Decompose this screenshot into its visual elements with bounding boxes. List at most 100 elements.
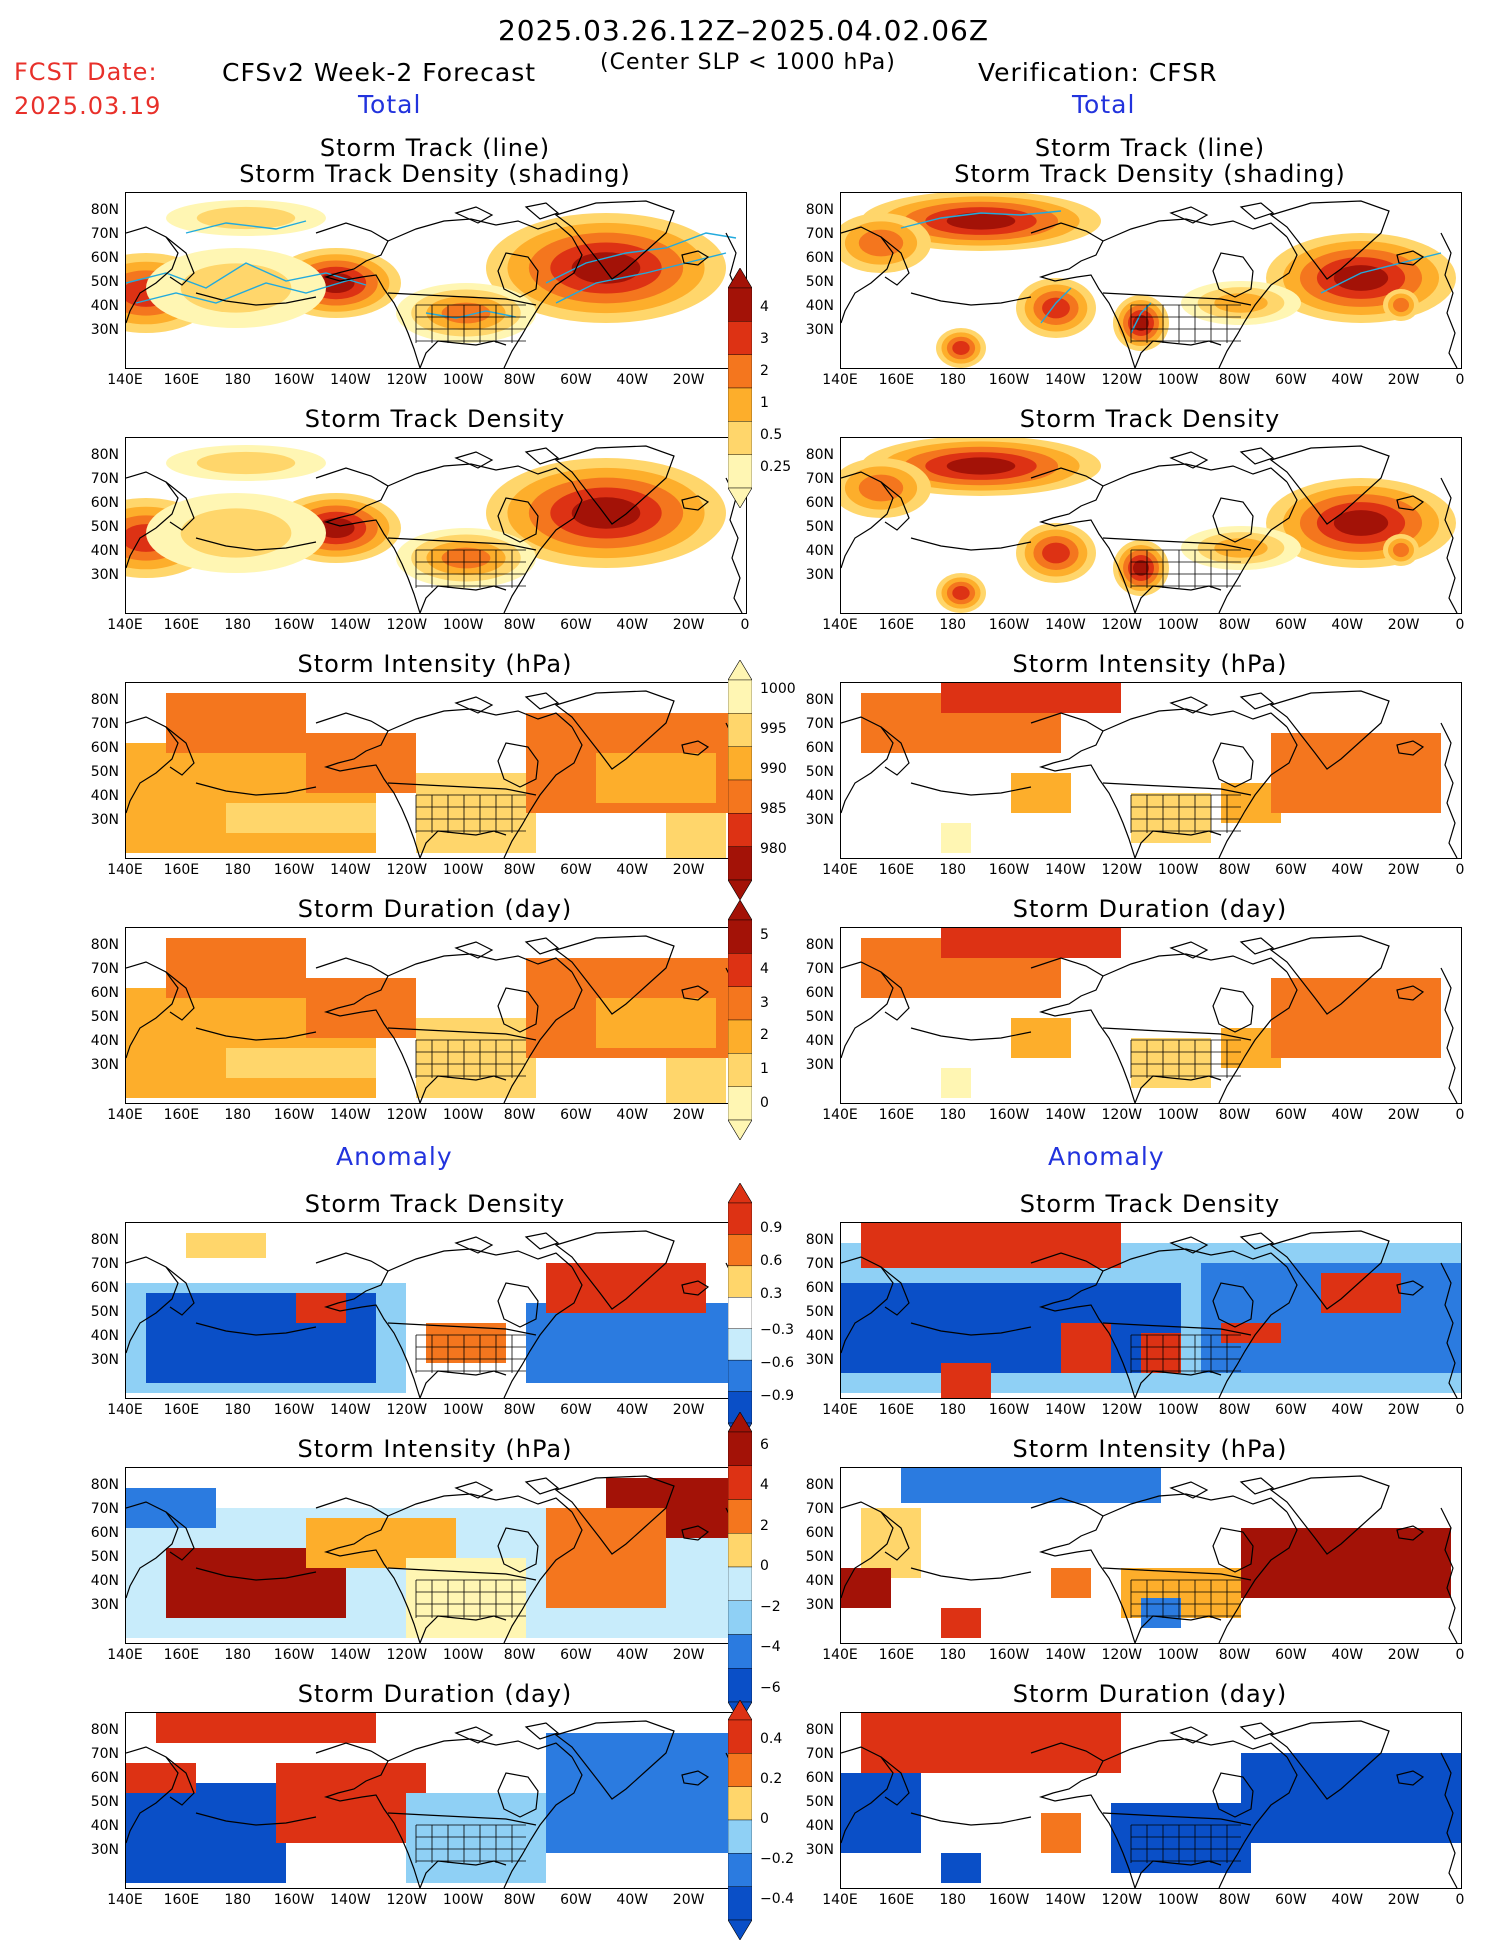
coastline xyxy=(841,1256,894,1354)
coastline xyxy=(454,941,494,959)
lat-label: 70N xyxy=(805,1256,834,1272)
coastline xyxy=(1169,1481,1209,1499)
shaded-cell xyxy=(226,1048,376,1078)
lat-label: 40N xyxy=(805,1328,834,1344)
colorbar-segment xyxy=(728,387,752,422)
coastline xyxy=(554,1475,675,1555)
lon-label: 160W xyxy=(273,862,315,878)
coastline xyxy=(1396,1280,1425,1296)
shaded-cell xyxy=(1271,733,1441,813)
map-panel-intensity xyxy=(125,682,747,859)
lon-label: 20W xyxy=(672,862,705,878)
lon-label: 0 xyxy=(1455,617,1465,633)
coastline xyxy=(1218,481,1298,613)
colorbar-segment xyxy=(728,1786,752,1821)
anomaly-cell xyxy=(546,1263,706,1313)
coastline xyxy=(1396,985,1425,1001)
coastline xyxy=(524,1477,560,1495)
lon-label: 160E xyxy=(163,1647,200,1663)
lat-label: 50N xyxy=(805,1009,834,1025)
density-blob xyxy=(1333,265,1389,291)
density-blob xyxy=(1333,510,1389,536)
colorbar-label: 3 xyxy=(760,331,769,347)
coastline xyxy=(1212,1772,1254,1818)
lon-label: 20W xyxy=(1387,1647,1420,1663)
coastline xyxy=(387,708,573,732)
country-border xyxy=(387,782,537,796)
coastline xyxy=(503,1266,583,1398)
coastline xyxy=(419,340,507,368)
map-svg xyxy=(126,1713,746,1888)
colorbar-label: −2 xyxy=(760,1598,781,1615)
lat-label: 40N xyxy=(805,543,834,559)
coastline xyxy=(1169,941,1209,959)
anomaly-cell xyxy=(861,1223,1121,1268)
subtitle: (Center SLP < 1000 hPa) xyxy=(600,50,896,75)
coastline xyxy=(503,236,583,368)
lon-label: 140W xyxy=(330,1107,371,1123)
colorbar-segment xyxy=(728,1328,752,1361)
lon-label: 120W xyxy=(386,617,428,633)
coastline xyxy=(1218,236,1298,368)
lon-label: 100W xyxy=(442,1647,484,1663)
lat-label: 30N xyxy=(90,1842,119,1858)
coastline xyxy=(524,1722,560,1740)
colorbar-label: 5 xyxy=(760,927,769,943)
lon-label: 40W xyxy=(616,617,649,633)
lon-label: 160W xyxy=(988,1647,1030,1663)
colorbar-label: −4 xyxy=(760,1639,781,1655)
lon-label: 140E xyxy=(822,1647,858,1663)
lon-label: 40W xyxy=(1331,1107,1364,1123)
coastline xyxy=(554,935,675,1015)
lat-label: 50N xyxy=(805,1304,834,1320)
fcst-date: 2025.03.19 xyxy=(14,92,162,120)
colorbar-density-anom xyxy=(728,1183,752,1443)
lon-label: 180 xyxy=(939,1402,967,1418)
coastline xyxy=(910,292,1032,306)
lat-label: 70N xyxy=(805,471,834,487)
coastline xyxy=(1396,495,1425,511)
coastline xyxy=(195,537,317,551)
colorbar-intensity xyxy=(728,660,752,900)
map-panel-adensity xyxy=(840,1222,1462,1399)
coastline xyxy=(1239,1232,1275,1250)
anomaly-cell xyxy=(1321,1273,1401,1313)
lat-label: 50N xyxy=(90,519,119,535)
lon-label: 160E xyxy=(163,617,200,633)
colorbar-segment xyxy=(728,813,752,847)
coastline xyxy=(1269,935,1390,1015)
lon-label: 120W xyxy=(1101,862,1143,878)
coastline xyxy=(841,226,894,324)
coastline xyxy=(315,1497,421,1643)
anomaly-cell xyxy=(126,1488,216,1528)
lon-label: 160E xyxy=(878,617,915,633)
coastline xyxy=(554,690,675,770)
coastline xyxy=(1440,477,1458,613)
coastline xyxy=(681,985,710,1001)
colorbar-segment xyxy=(728,1053,752,1087)
lon-label: 120W xyxy=(1101,1107,1143,1123)
lon-label: 120W xyxy=(1101,1402,1143,1418)
lon-label: 120W xyxy=(1101,1647,1143,1663)
colorbar-segment xyxy=(728,354,752,389)
lon-label: 80W xyxy=(503,862,536,878)
lat-label: 70N xyxy=(805,1746,834,1762)
coastline xyxy=(1239,1477,1275,1495)
colorbar-segment xyxy=(728,1533,752,1568)
lon-label: 160W xyxy=(273,1107,315,1123)
lon-label: 160W xyxy=(988,862,1030,878)
lat-label: 70N xyxy=(90,1501,119,1517)
coastline xyxy=(841,961,894,1059)
lat-label: 60N xyxy=(90,495,119,511)
colorbar-label: −0.9 xyxy=(760,1387,794,1404)
anomaly-cell xyxy=(406,1558,526,1638)
lon-label: 180 xyxy=(224,862,252,878)
coastline xyxy=(554,445,675,525)
lon-label: 180 xyxy=(224,1107,252,1123)
lon-label: 60W xyxy=(1275,1892,1307,1908)
coastline xyxy=(419,1370,507,1398)
lon-label: 20W xyxy=(1387,1402,1420,1418)
coastline xyxy=(1440,1507,1458,1643)
coastline xyxy=(387,463,573,487)
country-border xyxy=(387,1322,537,1336)
